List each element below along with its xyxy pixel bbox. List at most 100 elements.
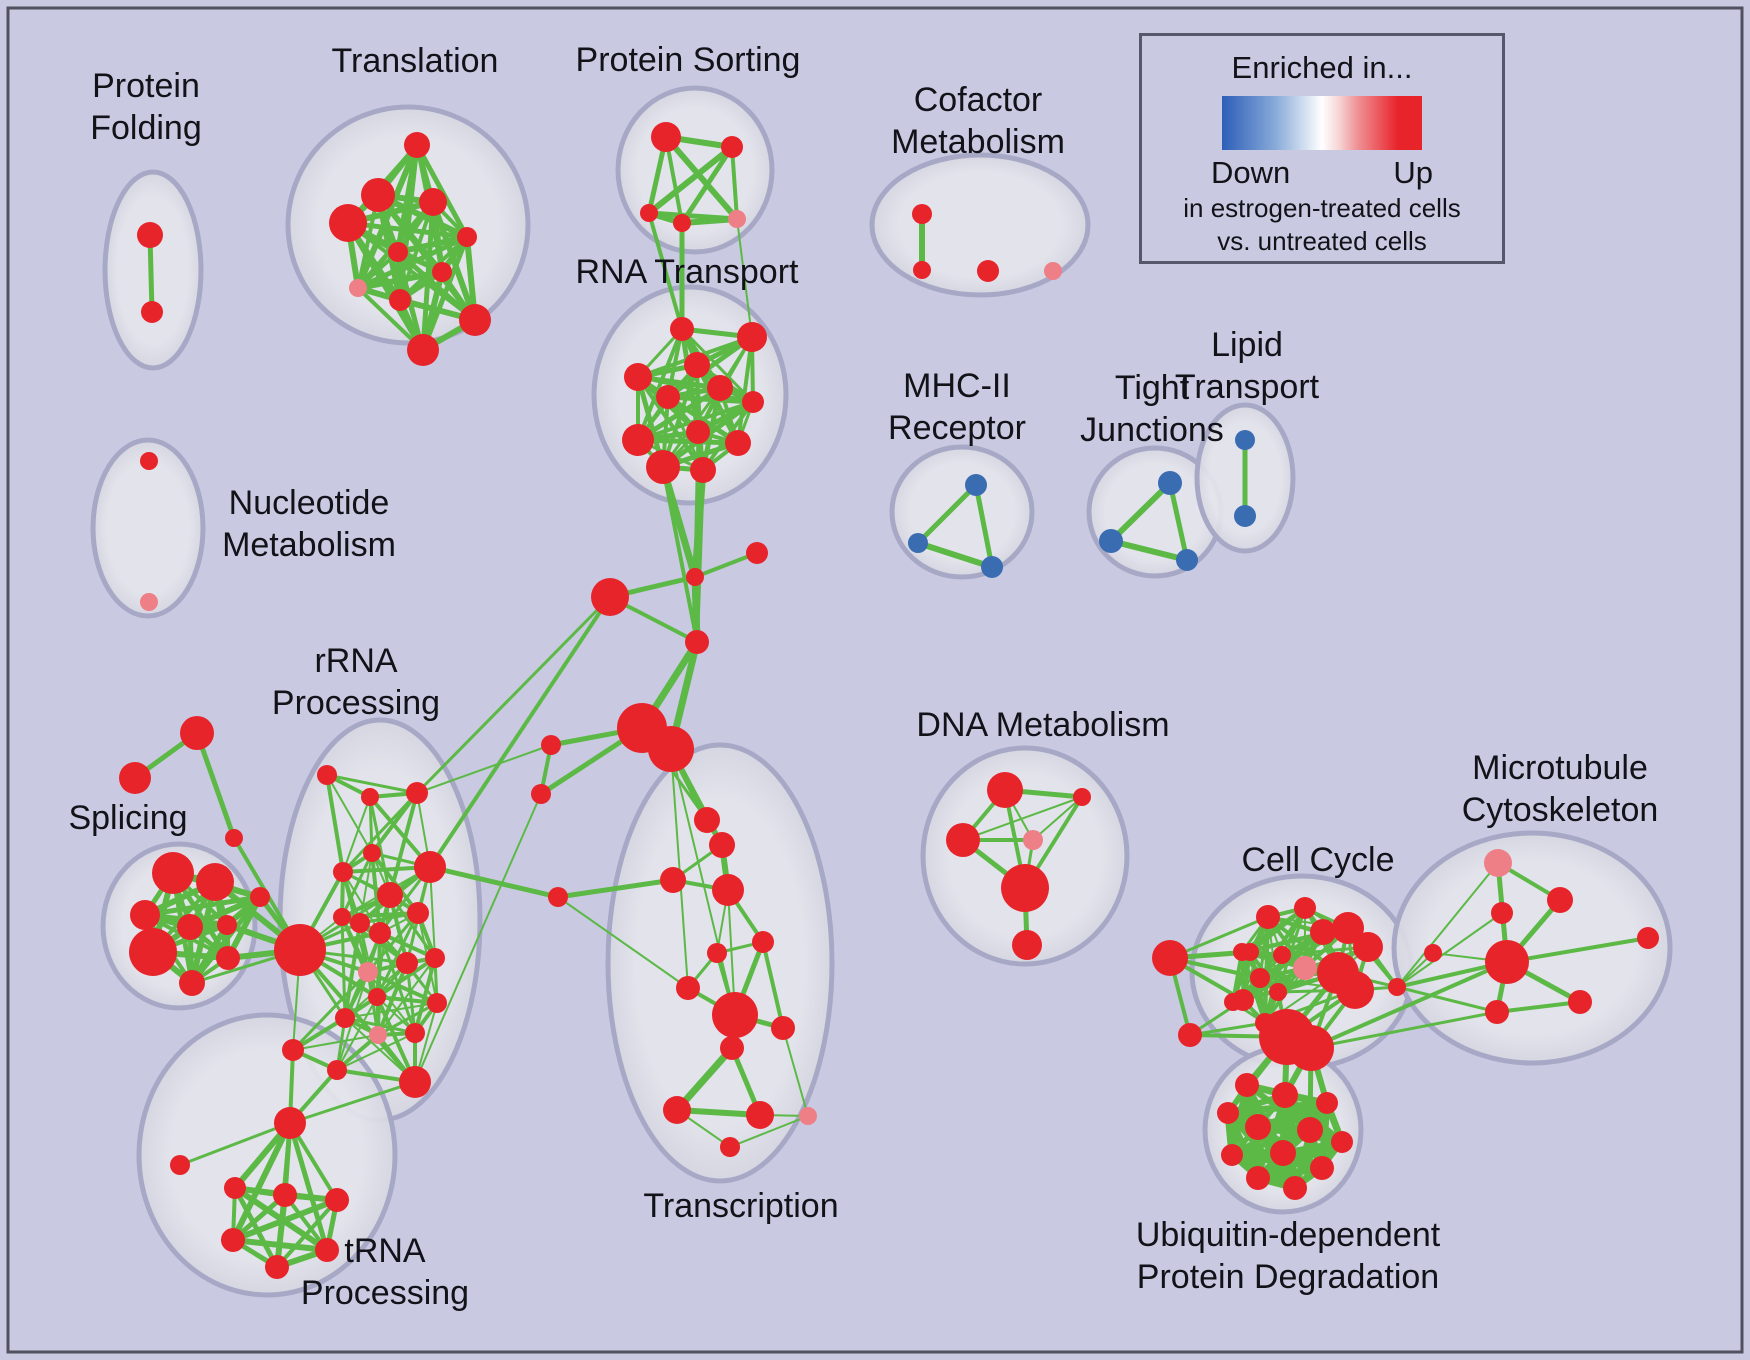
graph-node-cf1 (912, 204, 932, 224)
network-edge (761, 941, 785, 1029)
graph-node-nm1 (140, 452, 158, 470)
graph-node-cc15 (1233, 943, 1251, 961)
translation-mesh-edge (345, 221, 426, 352)
graph-node-tl8 (349, 279, 367, 297)
graph-node-tx14 (720, 1137, 740, 1157)
protein-sorting-label: Protein Sorting (576, 41, 801, 79)
graph-node-rt12 (690, 457, 716, 483)
graph-node-pf1 (137, 222, 163, 248)
trna-mesh-edge (287, 1122, 330, 1251)
graph-node-sp6 (179, 970, 205, 996)
graph-node-cc3 (1310, 919, 1336, 945)
graph-node-tx6 (752, 931, 774, 953)
rna-transport-mesh-edge (736, 336, 754, 444)
tight-junctions-label: Junctions (1080, 411, 1224, 449)
graph-node-lt1 (1235, 430, 1255, 450)
graph-node-cf3 (977, 260, 999, 282)
graph-node-rr23 (399, 1066, 431, 1098)
translation-mesh-edge (356, 234, 469, 291)
graph-node-ch2 (686, 568, 704, 586)
network-edge (693, 431, 700, 578)
network-edge (916, 483, 978, 545)
rrna-mesh-edge (344, 1016, 416, 1035)
graph-node-cc9 (1250, 968, 1270, 988)
protein-sorting-mesh-edge (681, 216, 738, 226)
translation-mesh-edge (397, 234, 468, 255)
graph-node-rr10 (350, 913, 370, 933)
graph-node-ub1 (1235, 1073, 1259, 1097)
graph-node-rt9 (622, 424, 654, 456)
protein-sorting-mesh-edge (647, 144, 734, 216)
microtubule-cytoskeleton-label: Cytoskeleton (1462, 791, 1659, 829)
graph-node-x1 (180, 716, 214, 750)
graph-node-tr8 (265, 1255, 289, 1279)
graph-node-tl5 (388, 242, 408, 262)
microtubule-cytoskeleton-ellipse (1391, 830, 1673, 1066)
graph-node-rr16 (368, 988, 386, 1006)
graph-node-ch9 (548, 887, 568, 907)
network-edge (1506, 936, 1649, 964)
graph-node-rt7 (742, 391, 764, 413)
graph-node-cc10 (1269, 983, 1287, 1001)
graph-node-tl11 (407, 334, 439, 366)
graph-node-tx10 (720, 1036, 744, 1060)
graph-node-ub9 (1270, 1140, 1296, 1166)
graph-node-tj2 (1099, 529, 1123, 553)
graph-node-ch4 (685, 630, 709, 654)
trna-mesh-edge (232, 1237, 328, 1253)
rna-transport-mesh-edge (667, 394, 754, 405)
graph-node-tx8 (712, 992, 758, 1038)
graph-node-tx9 (771, 1016, 795, 1040)
rna-transport-mesh-edge (636, 328, 684, 441)
network-edge (1496, 1000, 1581, 1014)
graph-node-rt8 (686, 420, 710, 444)
graph-node-rt3 (684, 352, 710, 378)
graph-node-lt2 (1234, 505, 1256, 527)
graph-node-rt11 (646, 450, 680, 484)
graph-node-mh1 (965, 474, 987, 496)
graph-node-ub3 (1316, 1092, 1338, 1114)
rrna-mesh-edge (326, 773, 418, 795)
protein-folding-label: Folding (90, 109, 202, 147)
ubiquitin-dependent-protein-degradation-label: Protein Degradation (1137, 1258, 1439, 1296)
legend-caption-line1: in estrogen-treated cells (1183, 193, 1461, 223)
graph-node-tr5 (325, 1188, 349, 1212)
legend-title: Enriched in... (1231, 50, 1413, 85)
nucleotide-metabolism-label: Metabolism (222, 526, 396, 564)
cofactor-metabolism-label: Cofactor (914, 81, 1043, 119)
lipid-transport-label: Transport (1175, 368, 1320, 406)
graph-node-sp8 (250, 887, 270, 907)
trna-processing-label: tRNA (344, 1232, 426, 1270)
graph-node-tx5 (707, 943, 727, 963)
graph-node-cf4 (1044, 262, 1062, 280)
graph-node-ch6 (648, 726, 694, 772)
network-edge (736, 218, 753, 338)
graph-node-xc2 (1178, 1023, 1202, 1047)
ubiquitin-dependent-protein-degradation-label: Ubiquitin-dependent (1136, 1216, 1441, 1254)
graph-node-ub7 (1331, 1131, 1353, 1153)
graph-node-sp1 (152, 852, 194, 894)
rrna-mesh-edge (336, 996, 378, 1071)
graph-node-tx11 (663, 1096, 691, 1124)
graph-node-rt5 (707, 375, 733, 401)
graph-node-mt7 (1568, 990, 1592, 1014)
rrna-mesh-edge (388, 792, 419, 896)
graph-node-tx1 (694, 807, 720, 833)
network-edge (973, 484, 995, 568)
network-edge (1108, 480, 1173, 544)
graph-node-cc5 (1353, 932, 1383, 962)
graph-node-rt1 (670, 317, 694, 341)
transcription-label: Transcription (643, 1187, 838, 1225)
rna-transport-mesh-edge (637, 437, 739, 446)
translation-label: Translation (332, 42, 499, 80)
translation-mesh-edge (347, 220, 468, 240)
rrna-processing-label: Processing (272, 684, 440, 722)
graph-node-sp3 (130, 900, 160, 930)
graph-node-mt2 (1547, 887, 1573, 913)
graph-node-ps1 (651, 122, 681, 152)
network-edge (1396, 912, 1503, 988)
graph-node-rr12 (274, 924, 326, 976)
graph-node-cc2 (1294, 897, 1316, 919)
graph-node-tr1 (274, 1107, 306, 1139)
